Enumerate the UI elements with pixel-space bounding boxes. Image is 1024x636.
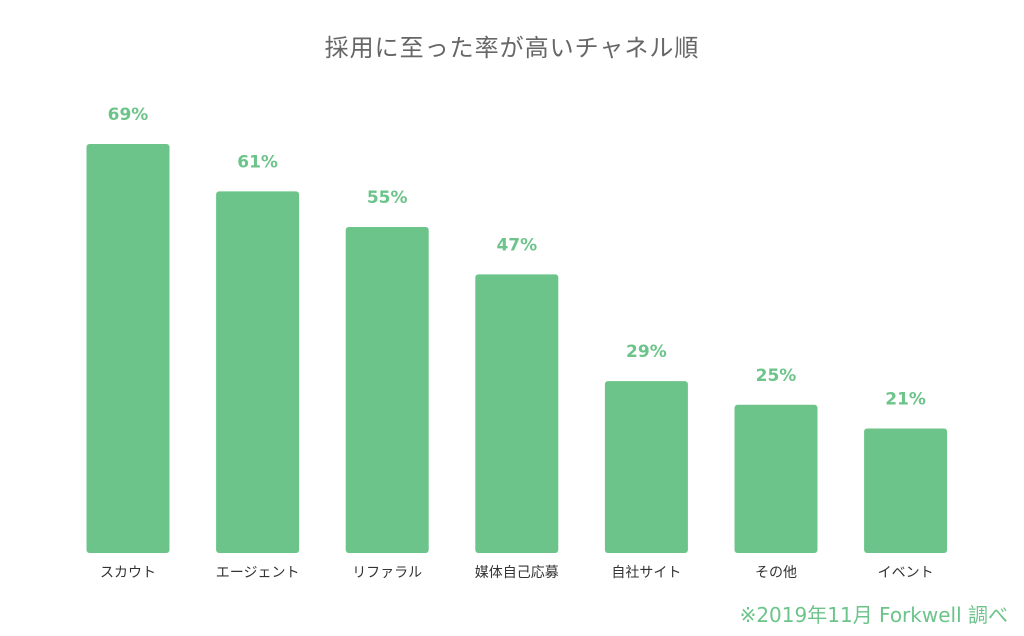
value-label-0: 69% [108,105,149,125]
value-label-5: 25% [756,366,797,386]
chart-title: 採用に至った率が高いチャネル順 [324,34,700,62]
value-label-2: 55% [367,188,408,208]
category-label-5: その他 [755,565,797,581]
source-note: ※2019年11月 Forkwell 調べ [739,603,1008,627]
value-label-1: 61% [237,152,278,172]
bar-1 [216,191,300,553]
value-label-4: 29% [626,342,667,362]
bar-5 [734,404,818,553]
category-label-4: 自社サイト [611,565,681,581]
category-label-3: 媒体自己応募 [475,565,559,581]
value-label-3: 47% [496,235,537,255]
bar-2 [345,226,429,553]
category-label-6: イベント [878,565,934,581]
category-label-2: リファラル [352,565,422,581]
value-label-6: 21% [885,390,926,410]
category-label-0: スカウト [100,565,156,581]
bar-3 [475,274,559,553]
bar-4 [604,381,688,553]
bar-6 [864,428,948,553]
bar-0 [86,144,170,553]
category-label-1: エージェント [216,565,300,581]
